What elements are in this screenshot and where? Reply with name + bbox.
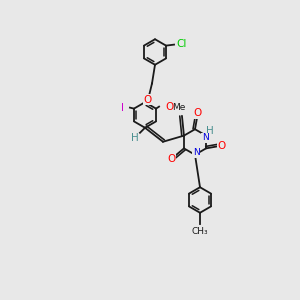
Text: Me: Me [172,103,185,112]
Text: I: I [122,103,124,112]
Text: Cl: Cl [176,39,186,49]
Text: O: O [168,154,176,164]
Text: N: N [202,133,208,142]
Text: O: O [144,95,152,105]
Text: N: N [193,148,200,157]
Text: O: O [165,102,173,112]
Text: CH₃: CH₃ [192,227,208,236]
Text: O: O [194,109,202,118]
Text: H: H [131,133,139,143]
Text: O: O [218,141,226,151]
Text: H: H [206,126,214,136]
